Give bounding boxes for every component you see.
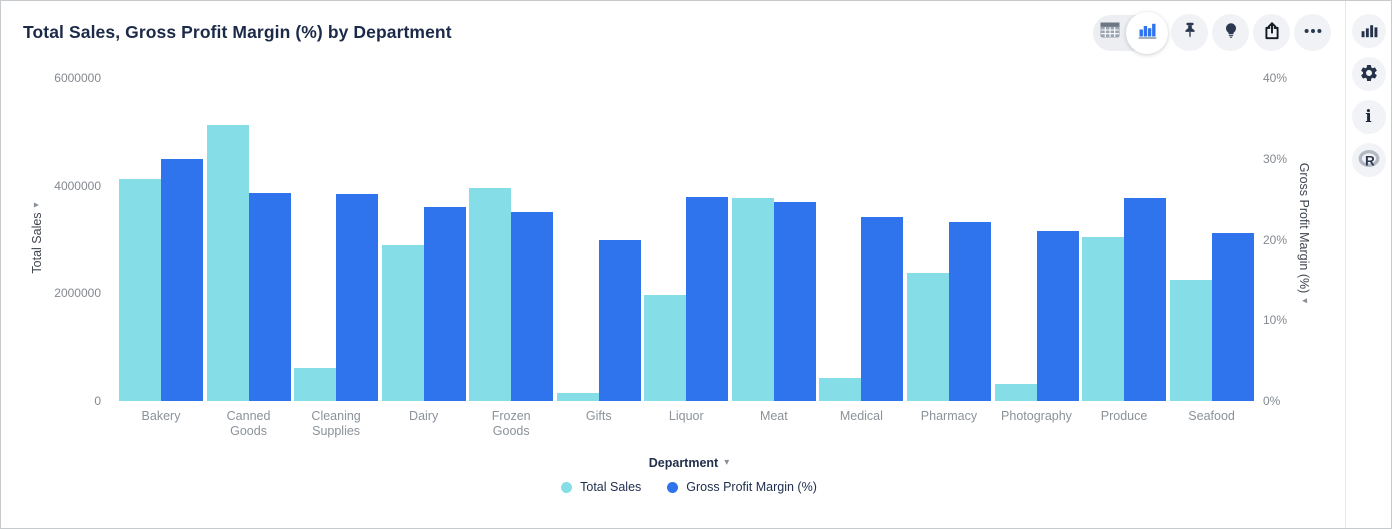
lightbulb-icon [1220,20,1242,45]
bar-total-sales-gifts[interactable] [556,392,599,401]
page-title: Total Sales, Gross Profit Margin (%) by … [23,22,452,42]
bar-total-sales-canned-goods[interactable] [206,124,249,401]
bar-total-sales-medical[interactable] [819,377,862,401]
r-logo-icon: R [1357,147,1381,174]
bar-gross-profit-margin-canned-goods[interactable] [248,192,291,401]
bar-total-sales-dairy[interactable] [381,245,424,401]
bar-gross-profit-margin-produce[interactable] [1124,198,1167,401]
sort-caret-icon: ▾ [1299,298,1310,304]
bar-gross-profit-margin-pharmacy[interactable] [948,221,991,401]
side-strip: i R [1345,1,1391,528]
info-icon: i [1365,106,1372,127]
r-logo-button[interactable]: R [1351,143,1386,177]
legend-swatch [561,481,573,493]
bar-gross-profit-margin-dairy[interactable] [423,207,466,401]
dropdown-caret-icon: ▾ [724,457,730,468]
y-axis-tick-label: 4000000 [54,178,101,193]
legend-item: Gross Profit Margin (%) [667,480,817,494]
y-axis-tick-label: 10% [1263,313,1288,328]
export-button[interactable] [1253,14,1290,51]
table-icon [1100,22,1120,43]
left-axis-label[interactable]: Total Sales ▾ [30,202,44,274]
column-chart-icon [1137,21,1158,45]
svg-text:R: R [1365,153,1375,168]
bar-total-sales-cleaning-supplies[interactable] [294,368,337,401]
export-icon [1261,20,1283,45]
x-axis-category-label: Medical [839,409,883,423]
bar-total-sales-produce[interactable] [1082,237,1125,401]
more-options-button[interactable] [1294,14,1331,51]
bar-total-sales-bakery[interactable] [119,179,161,401]
bar-total-sales-pharmacy[interactable] [906,272,949,401]
x-axis-category-label: Gifts [585,409,612,423]
x-axis-category-label: Liquor [668,409,704,423]
bar-gross-profit-margin-medical[interactable] [861,216,904,401]
x-axis-category-label: Seafood [1188,409,1235,423]
x-axis-category-label: Frozen Goods [491,409,531,438]
bar-gross-profit-margin-liquor[interactable] [686,196,729,401]
legend-swatch [667,481,679,493]
pushpin-icon [1179,20,1201,45]
bar-total-sales-frozen-goods[interactable] [469,188,512,401]
chart-toolbar [1093,11,1331,54]
y-axis-tick-label: 0% [1263,394,1281,408]
x-axis-control-row: Department ▾ [119,456,1259,470]
legend: Total Sales Gross Profit Margin (%) [119,480,1259,494]
bar-gross-profit-margin-frozen-goods[interactable] [511,212,554,401]
charts-panel-button[interactable] [1351,14,1386,48]
sort-caret-icon: ▾ [31,202,42,208]
bar-total-sales-seafood[interactable] [1169,280,1212,401]
y-axis-tick-label: 20% [1263,232,1288,247]
bar-chart-icon [1360,21,1378,42]
legend-label: Gross Profit Margin (%) [686,480,817,494]
x-axis-category-label: Photography [1001,409,1072,423]
gear-icon [1359,63,1379,86]
legend-item: Total Sales [561,480,641,494]
info-button[interactable]: i [1351,100,1386,134]
x-axis-field-control[interactable]: Department ▾ [648,456,730,470]
plot-area [119,78,1259,401]
bar-total-sales-meat[interactable] [731,197,774,401]
ellipsis-icon [1302,20,1324,45]
settings-button[interactable] [1351,57,1386,91]
bar-gross-profit-margin-meat[interactable] [773,202,816,401]
right-axis-label[interactable]: Gross Profit Margin (%) ▾ [1297,162,1311,304]
bar-total-sales-photography[interactable] [994,384,1037,401]
chart-view-button[interactable] [1126,11,1168,54]
legend-label: Total Sales [580,480,642,494]
bar-gross-profit-margin-gifts[interactable] [598,239,641,401]
x-axis-category-label: Dairy [409,409,439,423]
y-axis-tick-label: 0 [94,394,101,408]
y-axis-tick-label: 2000000 [54,286,101,301]
x-axis-category-label: Produce [1100,409,1148,423]
y-axis-tick-label: 40% [1263,71,1288,85]
x-axis-category-label: Pharmacy [920,409,978,423]
bar-gross-profit-margin-seafood[interactable] [1211,233,1254,401]
y-axis-tick-label: 30% [1263,151,1288,166]
table-view-button[interactable] [1095,18,1125,48]
x-axis-category-label: Bakery [141,409,181,423]
x-axis-category-label: Meat [759,409,788,423]
bar-gross-profit-margin-cleaning-supplies[interactable] [336,193,379,401]
bar-total-sales-liquor[interactable] [644,294,687,401]
x-axis-category-label: Cleaning Supplies [311,409,361,438]
lightbulb-button[interactable] [1212,14,1249,51]
x-axis-category-label: Canned Goods [226,409,271,438]
bar-gross-profit-margin-photography[interactable] [1036,230,1079,401]
view-toggle [1093,11,1168,54]
x-axis-labels: Bakery Canned Goods Cleaning Supplies Dairy… [119,409,1259,445]
y-axis-tick-label: 6000000 [54,71,101,85]
bar-gross-profit-margin-bakery[interactable] [161,158,203,401]
pin-button[interactable] [1171,14,1208,51]
